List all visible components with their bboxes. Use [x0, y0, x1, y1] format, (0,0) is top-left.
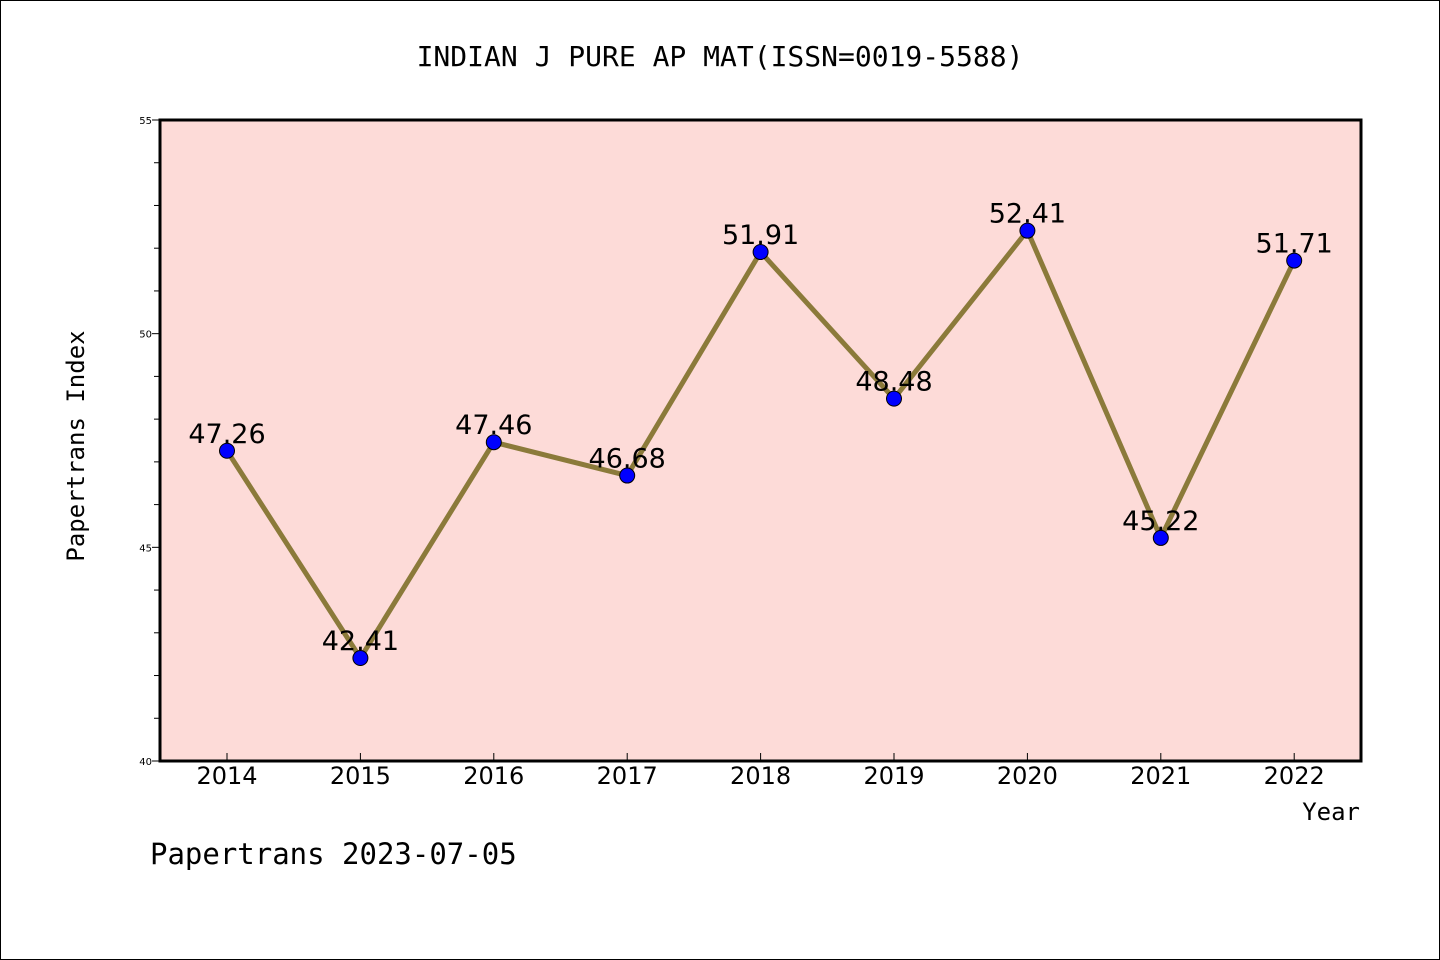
data-label: 42.41: [322, 626, 399, 657]
x-axis-ticks: 2014 2015 2016 2017 2018 2019 2020 2021 2022: [196, 753, 1325, 790]
x-tick-label: 2021: [1130, 762, 1191, 790]
data-label: 46.68: [589, 444, 666, 475]
y-minor-ticks: [154, 162, 160, 719]
y-tick-label: 45: [139, 543, 152, 554]
data-point: [1286, 252, 1303, 269]
x-tick-label: 2019: [863, 762, 924, 790]
x-tick-label: 2018: [730, 762, 791, 790]
x-tick-label: 2020: [997, 762, 1058, 790]
x-tick-label: 2017: [597, 762, 658, 790]
x-tick-label: 2014: [196, 762, 257, 790]
footer-text: Papertrans 2023-07-05: [150, 837, 517, 871]
y-tick-label: 55: [139, 116, 152, 127]
data-point: [1019, 222, 1036, 239]
data-point: [219, 442, 235, 459]
data-point: [352, 650, 369, 667]
data-point: [886, 390, 902, 407]
data-label: 45.22: [1122, 506, 1199, 537]
data-labels: 47.26 42.41 47.46 46.68 51.91 48.48 52.41 45.22…: [188, 199, 1332, 657]
data-label: 47.46: [455, 410, 532, 441]
data-label: 51.91: [722, 220, 799, 251]
data-label: 48.48: [855, 367, 932, 398]
data-point: [752, 244, 769, 261]
data-label: 51.71: [1256, 229, 1333, 260]
data-point: [619, 467, 636, 484]
x-tick-label: 2016: [463, 762, 524, 790]
x-axis-label: Year: [1302, 798, 1360, 826]
data-point: [1152, 529, 1169, 546]
data-label: 47.26: [188, 419, 265, 450]
x-tick-label: 2015: [330, 762, 391, 790]
data-label: 52.41: [989, 199, 1066, 230]
x-tick-label: 2022: [1264, 762, 1325, 790]
y-axis-ticks: 40 45 50 55: [139, 116, 160, 768]
y-axis-label: Papertrans Index: [62, 330, 90, 561]
y-tick-label: 50: [139, 330, 152, 341]
plot-area: [158, 118, 1363, 763]
data-points: [219, 222, 1303, 667]
y-tick-label: 40: [139, 757, 152, 768]
chart-title: INDIAN J PURE AP MAT(ISSN=0019-5588): [417, 40, 1024, 73]
data-point: [485, 434, 502, 451]
